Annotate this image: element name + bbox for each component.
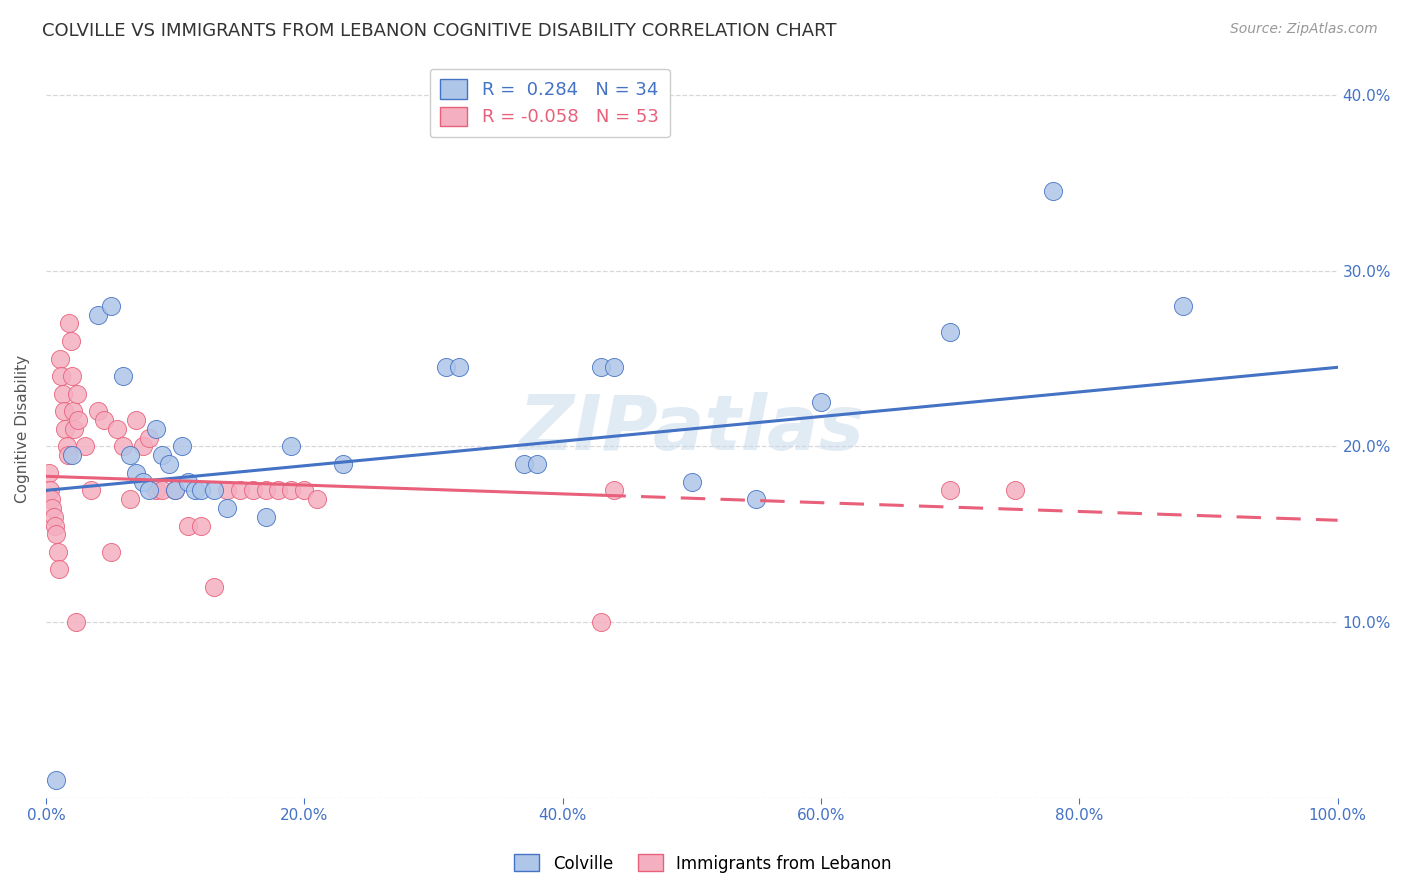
Point — [49, 351, 72, 366]
Point — [112, 369, 135, 384]
Point — [254, 483, 277, 498]
Point — [150, 483, 173, 498]
Point — [112, 439, 135, 453]
Point — [39, 492, 62, 507]
Point — [58, 316, 80, 330]
Point — [215, 483, 238, 498]
Point — [125, 466, 148, 480]
Point — [60, 369, 83, 384]
Point — [105, 422, 128, 436]
Point — [48, 562, 70, 576]
Point — [307, 492, 329, 507]
Point — [67, 413, 90, 427]
Point — [132, 439, 155, 453]
Point — [292, 483, 315, 498]
Point — [46, 545, 69, 559]
Point — [51, 369, 73, 384]
Point — [190, 483, 212, 498]
Point — [202, 483, 225, 498]
Point — [939, 483, 962, 498]
Text: ZIPatlas: ZIPatlas — [519, 392, 865, 466]
Point — [132, 475, 155, 489]
Point — [55, 439, 77, 453]
Point — [41, 500, 63, 515]
Point — [100, 545, 122, 559]
Point — [62, 404, 84, 418]
Y-axis label: Cognitive Disability: Cognitive Disability — [15, 355, 30, 503]
Text: Source: ZipAtlas.com: Source: ZipAtlas.com — [1230, 22, 1378, 37]
Point — [591, 360, 613, 375]
Point — [939, 325, 962, 339]
Point — [513, 457, 536, 471]
Point — [254, 509, 277, 524]
Point — [177, 475, 200, 489]
Point — [125, 413, 148, 427]
Point — [810, 395, 832, 409]
Point — [150, 448, 173, 462]
Point — [145, 483, 167, 498]
Point — [45, 527, 67, 541]
Point — [591, 615, 613, 630]
Point — [38, 466, 60, 480]
Point — [42, 509, 65, 524]
Legend: R =  0.284   N = 34, R = -0.058   N = 53: R = 0.284 N = 34, R = -0.058 N = 53 — [430, 69, 669, 137]
Point — [165, 483, 187, 498]
Point — [745, 492, 768, 507]
Point — [65, 615, 87, 630]
Point — [681, 475, 703, 489]
Point — [60, 448, 83, 462]
Point — [56, 448, 79, 462]
Point — [1042, 185, 1064, 199]
Point — [603, 360, 626, 375]
Point — [86, 404, 108, 418]
Point — [145, 422, 167, 436]
Point — [1171, 299, 1194, 313]
Point — [280, 483, 302, 498]
Point — [267, 483, 290, 498]
Legend: Colville, Immigrants from Lebanon: Colville, Immigrants from Lebanon — [508, 847, 898, 880]
Point — [45, 773, 67, 788]
Point — [215, 500, 238, 515]
Point — [59, 334, 82, 348]
Point — [190, 518, 212, 533]
Point — [80, 483, 103, 498]
Point — [138, 483, 160, 498]
Point — [228, 483, 250, 498]
Point — [138, 431, 160, 445]
Point — [86, 308, 108, 322]
Point — [526, 457, 548, 471]
Point — [63, 422, 86, 436]
Point — [165, 483, 187, 498]
Point — [332, 457, 354, 471]
Point — [1004, 483, 1026, 498]
Point — [53, 404, 76, 418]
Point — [157, 457, 180, 471]
Point — [280, 439, 302, 453]
Point — [434, 360, 457, 375]
Point — [53, 422, 76, 436]
Point — [38, 483, 60, 498]
Point — [170, 439, 193, 453]
Point — [73, 439, 96, 453]
Point — [66, 386, 89, 401]
Point — [93, 413, 115, 427]
Text: COLVILLE VS IMMIGRANTS FROM LEBANON COGNITIVE DISABILITY CORRELATION CHART: COLVILLE VS IMMIGRANTS FROM LEBANON COGN… — [42, 22, 837, 40]
Point — [242, 483, 264, 498]
Point — [118, 492, 141, 507]
Point — [603, 483, 626, 498]
Point — [52, 386, 75, 401]
Point — [118, 448, 141, 462]
Point — [202, 580, 225, 594]
Point — [183, 483, 205, 498]
Point — [100, 299, 122, 313]
Point — [44, 518, 66, 533]
Point — [177, 518, 200, 533]
Point — [449, 360, 471, 375]
